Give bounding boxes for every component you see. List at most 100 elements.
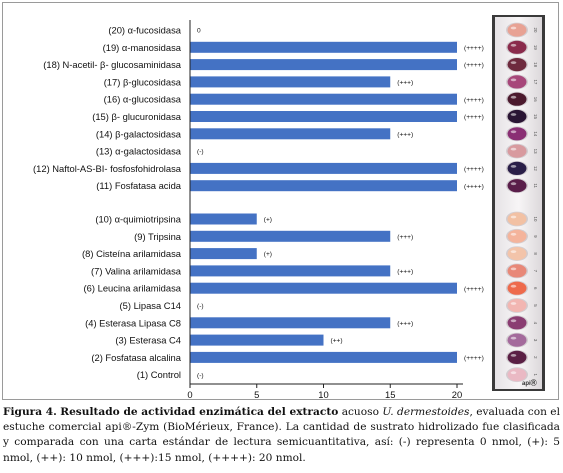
well-number: 7 bbox=[533, 270, 538, 273]
category-label: (5) Lipasa C14 bbox=[120, 300, 182, 311]
x-tick-label: 5 bbox=[254, 389, 259, 400]
bar-annotation: (+++) bbox=[397, 131, 413, 138]
bar bbox=[190, 76, 391, 88]
well-cupule bbox=[507, 281, 527, 295]
strip-maker-mark: apiⓇ bbox=[522, 379, 537, 387]
category-label: (2) Fosfatasa alcalina bbox=[91, 352, 181, 363]
x-tick-label: 15 bbox=[385, 389, 395, 400]
well-highlight bbox=[510, 147, 517, 151]
well-highlight bbox=[510, 182, 517, 186]
caption-figure-label: Figura 4. bbox=[3, 406, 57, 418]
well-number: 4 bbox=[533, 322, 538, 325]
bar bbox=[190, 317, 391, 329]
x-axis: 0 5 10 15 20 bbox=[187, 20, 463, 400]
well-number: 17 bbox=[533, 79, 538, 84]
well-highlight bbox=[510, 354, 517, 357]
bar bbox=[190, 282, 457, 294]
bar-annotation: (++++) bbox=[464, 114, 484, 121]
category-label: (3) Esterasa C4 bbox=[115, 335, 181, 346]
well-highlight bbox=[510, 113, 517, 116]
well-cupule bbox=[507, 109, 527, 124]
category-label: (17) β-glucosidasa bbox=[104, 76, 182, 87]
well-cupule bbox=[507, 350, 527, 364]
bar bbox=[190, 248, 257, 260]
well-highlight bbox=[510, 319, 517, 323]
well-number: 6 bbox=[533, 287, 538, 290]
well-cupule bbox=[507, 333, 527, 347]
well-cupule bbox=[507, 40, 527, 54]
well-number: 12 bbox=[533, 166, 538, 171]
category-label: (10) α-quimiotripsina bbox=[95, 214, 181, 225]
category-label: (19) α-manosidasa bbox=[103, 42, 182, 53]
bar-annotation: (-) bbox=[197, 372, 204, 379]
bar-annotation: (++++) bbox=[464, 45, 484, 52]
category-labels: (20) α-fucosidasa (19) α-manosidasa (18) N… bbox=[33, 25, 182, 381]
well-highlight bbox=[510, 26, 517, 30]
well-number: 3 bbox=[533, 339, 538, 342]
caption-species: U. dermestoides bbox=[382, 406, 470, 418]
bar-annotation: (+) bbox=[264, 251, 272, 258]
well-highlight bbox=[510, 95, 517, 99]
bar bbox=[190, 230, 391, 242]
well-number: 5 bbox=[533, 304, 538, 307]
bar bbox=[190, 265, 391, 277]
x-tick-label: 10 bbox=[318, 389, 328, 400]
caption-title: Resultado de actividad enzimática del ex… bbox=[60, 406, 339, 418]
bar-annotation: (-) bbox=[197, 149, 204, 156]
category-label: (12) Naftol-AS-BI- fosfosfohidrolasa bbox=[33, 163, 182, 174]
category-label: (9) Tripsina bbox=[134, 231, 182, 242]
well-number: 9 bbox=[533, 235, 538, 238]
well-cupule bbox=[507, 298, 527, 313]
api-zym-strip-photo: 20 19 18 17 16 15 14 13 12 11 10 9 8 7 6 5 4 3 2 1 apiⓇ bbox=[492, 15, 545, 391]
category-label: (20) α-fucosidasa bbox=[108, 25, 181, 36]
bar bbox=[190, 41, 457, 53]
bar-annotation: (++++) bbox=[464, 97, 484, 104]
well-cupule bbox=[507, 264, 527, 278]
category-label: (8) Cisteína arilamidasa bbox=[82, 248, 182, 259]
category-label: (7) Valina arilamidasa bbox=[91, 265, 182, 276]
bar bbox=[190, 59, 457, 71]
bar-annotation: (+++) bbox=[397, 234, 413, 241]
well-highlight bbox=[510, 130, 517, 134]
well-highlight bbox=[510, 215, 517, 219]
figure-caption: Figura 4. Resultado de actividad enzimát… bbox=[3, 405, 560, 466]
bar bbox=[190, 93, 457, 105]
category-label: (14) β-galactosidasa bbox=[96, 128, 182, 139]
well-cupule bbox=[507, 75, 527, 89]
well-cupule bbox=[507, 144, 527, 158]
category-label: (18) N-acetil- β- glucosaminidasa bbox=[43, 59, 182, 70]
caption-text-before-species: acuoso bbox=[341, 406, 379, 418]
bar bbox=[190, 334, 324, 346]
x-tick-label: 0 bbox=[187, 389, 192, 400]
bar-annotation: (++) bbox=[331, 338, 343, 345]
bar-annotation: (++++) bbox=[464, 166, 484, 173]
category-label: (1) Control bbox=[137, 369, 181, 380]
bar bbox=[190, 180, 457, 192]
well-number: 8 bbox=[533, 252, 538, 255]
bar bbox=[190, 351, 457, 363]
bar bbox=[190, 162, 457, 174]
well-highlight bbox=[510, 165, 517, 168]
well-cupule bbox=[507, 23, 527, 37]
well-highlight bbox=[510, 232, 517, 236]
well-cupule bbox=[507, 127, 527, 141]
well-highlight bbox=[510, 371, 517, 375]
well-highlight bbox=[510, 302, 517, 305]
well-cupule bbox=[507, 92, 527, 106]
well-number: 16 bbox=[533, 97, 538, 102]
bar-annotation: (+++) bbox=[397, 80, 413, 87]
well-highlight bbox=[510, 78, 517, 82]
well-highlight bbox=[510, 250, 517, 254]
well-cupule bbox=[507, 58, 527, 72]
category-label: (16) α-glucosidasa bbox=[104, 94, 182, 105]
bar-annotations: 0 (++++) (++++) (+++) (++++) (++++) (+++) (-) (+… bbox=[197, 28, 484, 380]
bar-annotation: (-) bbox=[197, 303, 204, 310]
bar-annotation: (+++) bbox=[397, 269, 413, 276]
well-cupule bbox=[507, 179, 527, 193]
well-number: 13 bbox=[533, 149, 538, 154]
well-number: 14 bbox=[533, 131, 538, 136]
x-tick-label: 20 bbox=[452, 389, 462, 400]
bar bbox=[190, 128, 391, 140]
well-highlight bbox=[510, 43, 517, 47]
bar bbox=[190, 111, 457, 122]
